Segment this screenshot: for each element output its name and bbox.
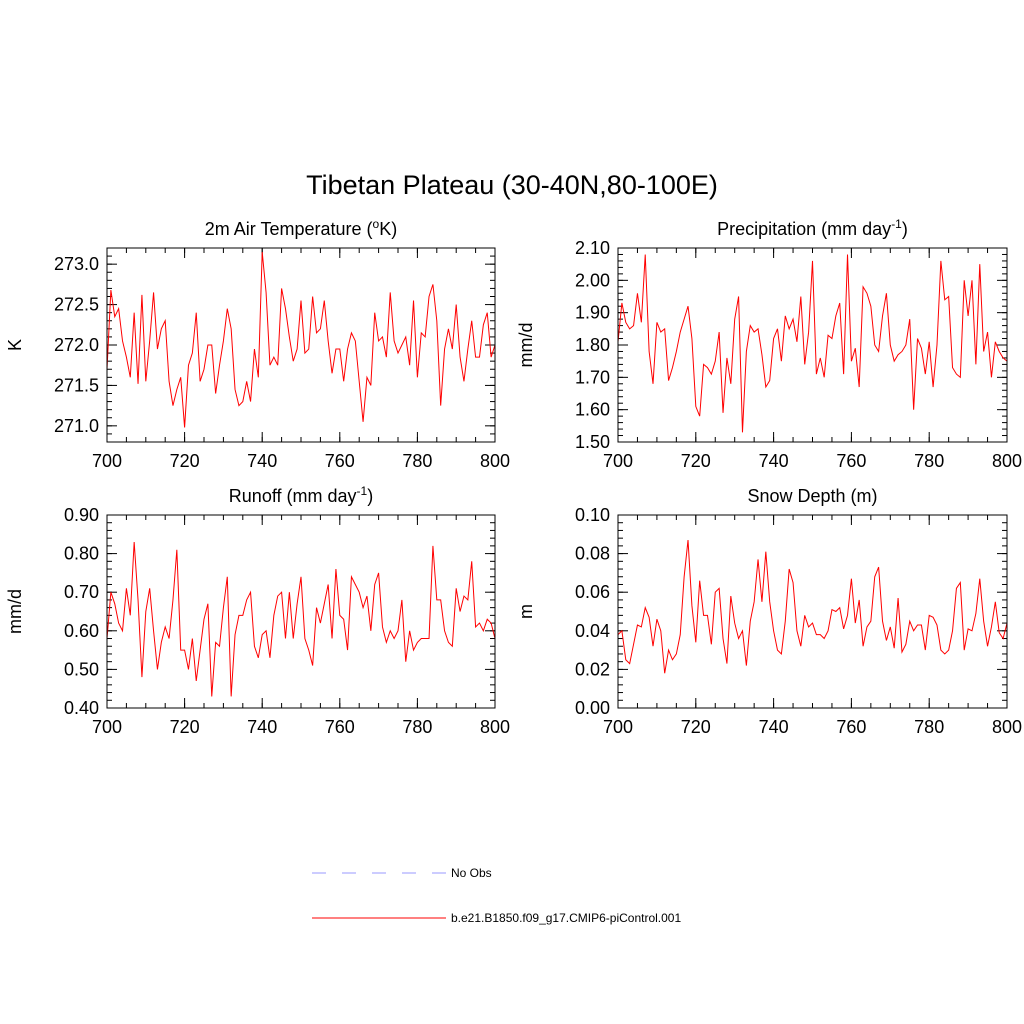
x-tick-label: 800 [992, 451, 1022, 471]
y-tick-label: 2.00 [575, 270, 610, 290]
panel-runoff: Runoff (mm day-1) mm/d 700 720 740 760 780 800 0… [5, 484, 510, 737]
x-tick-label: 780 [402, 717, 432, 737]
x-tick-label: 760 [836, 451, 866, 471]
x-tick-label: 720 [170, 717, 200, 737]
panel-snow-depth: Snow Depth (m) m 700 720 740 760 780 800 0.00 0.0… [516, 486, 1022, 737]
y-tick-label: 0.90 [64, 505, 99, 525]
panel-temperature: 2m Air Temperature (oK) K 700 720 740 760 780 8… [5, 217, 510, 471]
y-tick-label: 271.5 [54, 375, 99, 395]
panel-title-main: Precipitation (mm day [717, 219, 891, 239]
series-line-model [617, 254, 1008, 433]
x-tick-label: 800 [992, 717, 1022, 737]
y-tick-label: 1.80 [575, 335, 610, 355]
panel-title: Precipitation (mm day-1) [717, 217, 908, 239]
y-tick-label: 271.0 [54, 416, 99, 436]
x-tick-label: 740 [759, 451, 789, 471]
panel-title-sup: o [373, 217, 380, 231]
plot-frame [617, 514, 1008, 709]
y-tick-label: 0.70 [64, 582, 99, 602]
panel-precipitation: Precipitation (mm day-1) mm/d 700 720 740 760… [516, 217, 1022, 471]
y-tick-label: 0.10 [575, 505, 610, 525]
y-tick-label: 0.00 [575, 698, 610, 718]
panel-title: Runoff (mm day-1) [229, 484, 373, 506]
panel-title-end: ) [367, 486, 373, 506]
y-tick-label: 0.06 [575, 582, 610, 602]
x-tick-label: 760 [325, 451, 355, 471]
y-tick-label: 273.0 [54, 254, 99, 274]
figure-title: Tibetan Plateau (30-40N,80-100E) [306, 170, 718, 200]
y-axis-label: m [516, 604, 536, 619]
y-tick-label: 1.90 [575, 303, 610, 323]
y-tick-label: 0.80 [64, 544, 99, 564]
y-tick-label: 0.40 [64, 698, 99, 718]
plot-frame [617, 247, 1008, 443]
x-tick-label: 780 [914, 451, 944, 471]
x-tick-label: 780 [914, 717, 944, 737]
legend: No Obs b.e21.B1850.f09_g17.CMIP6-piContr… [312, 866, 681, 925]
y-tick-label: 272.5 [54, 295, 99, 315]
panel-title-end: ) [902, 219, 908, 239]
y-axis-label: mm/d [516, 323, 536, 368]
series-line-model [617, 540, 1008, 674]
plot-frame [106, 514, 496, 709]
x-tick-label: 720 [170, 451, 200, 471]
x-tick-label: 760 [836, 717, 866, 737]
y-tick-label: 0.60 [64, 621, 99, 641]
x-tick-label: 720 [681, 451, 711, 471]
x-tick-label: 700 [92, 451, 122, 471]
x-tick-label: 760 [325, 717, 355, 737]
legend-model-label: b.e21.B1850.f09_g17.CMIP6-piControl.001 [451, 911, 681, 925]
y-tick-label: 272.0 [54, 335, 99, 355]
x-tick-label: 740 [759, 717, 789, 737]
panel-title-main: Snow Depth (m) [747, 486, 877, 506]
y-tick-label: 1.60 [575, 400, 610, 420]
panel-title-end: K) [379, 219, 397, 239]
x-tick-label: 700 [603, 451, 633, 471]
y-tick-label: 0.02 [575, 659, 610, 679]
y-tick-label: 1.70 [575, 367, 610, 387]
panel-title-sup: -1 [891, 217, 902, 231]
y-axis-label: K [5, 339, 25, 351]
y-tick-label: 0.04 [575, 621, 610, 641]
x-tick-label: 800 [480, 717, 510, 737]
series-line-model [106, 541, 496, 697]
y-tick-label: 1.50 [575, 432, 610, 452]
x-tick-label: 800 [480, 451, 510, 471]
x-tick-label: 740 [247, 451, 277, 471]
series-line-model [106, 251, 496, 428]
x-tick-label: 700 [92, 717, 122, 737]
panels: 2m Air Temperature (oK) K 700 720 740 760 780 8… [5, 217, 1022, 737]
panel-title-main: 2m Air Temperature ( [205, 219, 373, 239]
panel-title: 2m Air Temperature (oK) [205, 217, 397, 239]
legend-obs-label: No Obs [451, 866, 492, 880]
panel-title: Snow Depth (m) [747, 486, 877, 506]
panel-title-sup: -1 [357, 484, 368, 498]
y-tick-label: 0.50 [64, 659, 99, 679]
panel-title-main: Runoff (mm day [229, 486, 357, 506]
y-tick-label: 0.08 [575, 544, 610, 564]
x-tick-label: 740 [247, 717, 277, 737]
y-axis-label: mm/d [5, 589, 25, 634]
x-tick-label: 720 [681, 717, 711, 737]
x-tick-label: 700 [603, 717, 633, 737]
y-tick-label: 2.10 [575, 238, 610, 258]
plot-frame [106, 247, 496, 443]
x-tick-label: 780 [402, 451, 432, 471]
